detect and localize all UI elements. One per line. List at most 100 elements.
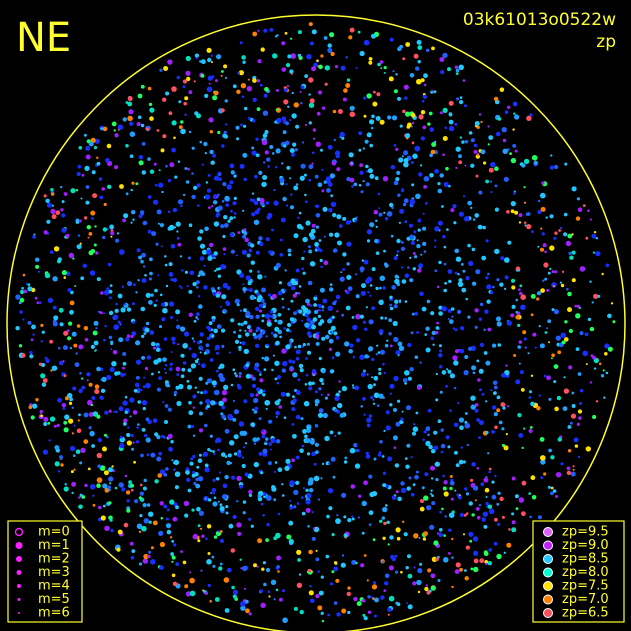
star [401,266,404,269]
star [247,116,251,120]
star [462,533,466,536]
star [123,422,127,426]
star [201,272,206,276]
star [546,327,549,330]
star [213,251,218,256]
star [73,468,76,471]
star [524,224,527,227]
star [355,313,361,320]
star [297,216,300,219]
star [302,141,305,144]
star [191,337,194,340]
star [71,331,77,337]
star [86,379,89,382]
star [260,47,265,52]
star [434,169,439,174]
star [184,584,189,589]
star [142,486,147,491]
star [232,418,237,422]
star [188,347,192,351]
star [61,227,67,233]
star [66,329,70,333]
star [308,488,314,493]
star [541,181,545,185]
star [281,116,286,121]
star [219,538,224,544]
star [368,349,371,352]
magnitude-symbol [15,542,23,549]
star [89,431,95,437]
star [415,193,421,200]
star [40,373,46,379]
star [214,269,217,272]
star [80,276,85,281]
star [355,67,358,70]
star [70,470,74,474]
star [321,462,325,465]
star [217,500,220,503]
star [524,346,527,349]
star [47,297,54,303]
star [180,128,186,135]
star [85,200,90,205]
star [551,282,557,288]
star [328,506,333,511]
star [197,295,201,298]
star [464,569,467,572]
star [224,99,228,103]
star [527,352,530,355]
star [456,493,460,497]
star [379,440,383,444]
star [315,225,319,229]
star [301,345,305,348]
star [103,312,105,315]
star [240,83,247,89]
star [418,114,424,120]
star [96,414,101,419]
star [269,448,272,451]
star [327,48,333,53]
star [439,510,443,514]
star [273,470,276,473]
star [314,295,317,298]
star [281,483,284,486]
star [396,536,401,541]
star [188,90,193,95]
star [189,590,196,597]
star [149,116,154,121]
star [355,561,358,565]
star [485,502,489,506]
star [289,69,294,74]
star [150,546,154,550]
star [488,467,492,471]
star [442,136,448,141]
star [264,356,270,362]
star [122,352,127,356]
star [385,425,391,431]
star [414,311,419,316]
star [211,61,213,64]
star [549,214,554,219]
star [263,582,267,587]
star [165,164,168,168]
star [387,607,392,612]
star [339,413,345,418]
star [531,230,534,234]
star [88,412,94,417]
star [177,199,184,205]
star [448,125,455,132]
star [331,533,335,537]
star [21,286,24,290]
star [447,369,452,374]
star [63,420,68,425]
star [146,503,151,507]
star [148,520,152,524]
star [225,203,229,207]
star [506,542,512,548]
star [275,262,281,268]
star [256,107,261,111]
star [419,361,422,364]
star [286,84,289,88]
star [387,613,390,616]
